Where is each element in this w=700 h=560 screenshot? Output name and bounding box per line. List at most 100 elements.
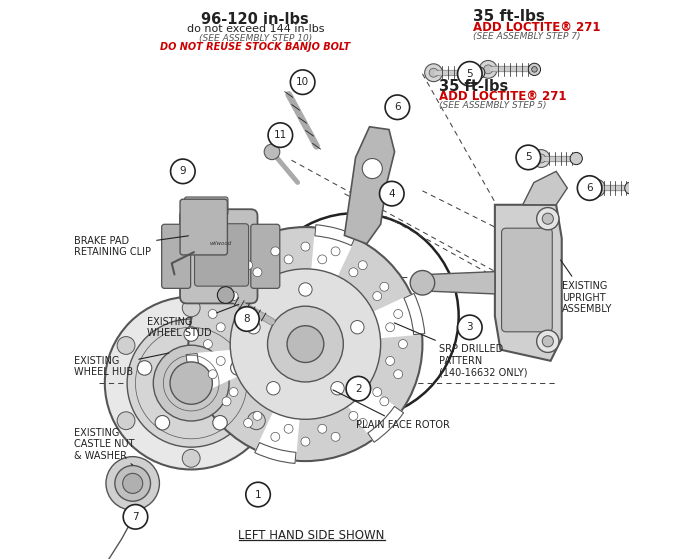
Circle shape (542, 336, 554, 347)
Circle shape (592, 184, 601, 193)
Circle shape (301, 242, 310, 251)
Circle shape (358, 261, 368, 270)
Text: 35 ft-lbs: 35 ft-lbs (473, 10, 545, 25)
Circle shape (363, 158, 382, 179)
Circle shape (398, 339, 407, 348)
Circle shape (123, 505, 148, 529)
Text: 5: 5 (466, 69, 473, 79)
Text: SRP DRILLED
PATTERN
(140-16632 ONLY): SRP DRILLED PATTERN (140-16632 ONLY) (394, 323, 528, 377)
Circle shape (346, 376, 370, 401)
Text: (SEE ASSEMBLY STEP 5): (SEE ASSEMBLY STEP 5) (439, 101, 547, 110)
Circle shape (171, 159, 195, 184)
Circle shape (267, 306, 343, 382)
Circle shape (318, 424, 327, 433)
Circle shape (246, 482, 270, 507)
Circle shape (351, 320, 364, 334)
Circle shape (218, 287, 234, 304)
Polygon shape (428, 272, 495, 294)
Circle shape (587, 179, 606, 197)
Circle shape (542, 213, 554, 224)
Wedge shape (207, 246, 305, 344)
Text: 11: 11 (274, 130, 287, 140)
Circle shape (532, 150, 550, 167)
Wedge shape (305, 225, 356, 344)
Circle shape (208, 310, 217, 319)
Circle shape (204, 339, 212, 348)
Circle shape (170, 362, 212, 404)
Circle shape (234, 307, 259, 332)
Circle shape (137, 361, 152, 375)
Text: 9: 9 (179, 166, 186, 176)
Circle shape (528, 63, 540, 76)
Polygon shape (495, 205, 561, 361)
Circle shape (213, 416, 228, 430)
Circle shape (229, 292, 238, 301)
Circle shape (570, 152, 582, 165)
Circle shape (331, 381, 344, 395)
Circle shape (244, 418, 253, 427)
Circle shape (318, 255, 327, 264)
Circle shape (476, 70, 482, 76)
Circle shape (380, 397, 389, 406)
Circle shape (122, 473, 143, 493)
Circle shape (247, 337, 265, 354)
Circle shape (473, 67, 485, 79)
Circle shape (624, 182, 637, 194)
Circle shape (267, 381, 280, 395)
Circle shape (578, 176, 602, 200)
Text: EXISTING
UPRIGHT
ASSEMBLY: EXISTING UPRIGHT ASSEMBLY (561, 260, 612, 314)
Text: 5: 5 (525, 152, 531, 162)
Circle shape (155, 416, 169, 430)
Text: 6: 6 (587, 183, 593, 193)
Text: BRAKE PAD
RETAINING CLIP: BRAKE PAD RETAINING CLIP (74, 236, 188, 258)
Circle shape (222, 282, 231, 291)
Circle shape (429, 68, 438, 77)
Circle shape (385, 95, 410, 119)
Text: DO NOT REUSE STOCK BANJO BOLT: DO NOT REUSE STOCK BANJO BOLT (160, 42, 350, 52)
Text: 96-120 in-lbs: 96-120 in-lbs (202, 12, 309, 27)
Circle shape (106, 456, 160, 510)
Circle shape (127, 319, 256, 447)
Text: ADD LOCTITE® 271: ADD LOCTITE® 271 (439, 90, 567, 102)
Polygon shape (523, 171, 567, 205)
Circle shape (271, 247, 280, 256)
Circle shape (358, 418, 368, 427)
Circle shape (386, 323, 395, 332)
Circle shape (537, 330, 559, 352)
Circle shape (117, 337, 135, 354)
Text: 6: 6 (394, 102, 400, 112)
Circle shape (115, 465, 150, 501)
Text: 1: 1 (255, 489, 261, 500)
Text: 2: 2 (355, 384, 362, 394)
Circle shape (244, 261, 253, 270)
Circle shape (349, 268, 358, 277)
Circle shape (331, 247, 340, 256)
Text: 3: 3 (466, 323, 473, 333)
Circle shape (373, 388, 382, 396)
Circle shape (484, 65, 493, 74)
Text: EXISTING
WHEEL HUB: EXISTING WHEEL HUB (74, 353, 169, 377)
Circle shape (386, 357, 395, 365)
Circle shape (331, 432, 340, 441)
Circle shape (290, 70, 315, 95)
Circle shape (253, 412, 262, 421)
Text: do not exceed 144 in-lbs: do not exceed 144 in-lbs (186, 24, 324, 34)
Circle shape (425, 64, 442, 82)
Circle shape (532, 67, 537, 72)
Circle shape (182, 449, 200, 467)
Text: LEFT HAND SIDE SHOWN: LEFT HAND SIDE SHOWN (238, 529, 384, 542)
FancyBboxPatch shape (180, 199, 228, 255)
Text: PLAIN FACE ROTOR: PLAIN FACE ROTOR (333, 390, 449, 430)
Circle shape (287, 326, 324, 362)
Wedge shape (186, 344, 305, 395)
Circle shape (216, 357, 225, 365)
Circle shape (247, 412, 265, 430)
Polygon shape (344, 127, 395, 244)
Circle shape (516, 145, 540, 170)
Circle shape (208, 370, 217, 379)
Text: wilwood: wilwood (209, 241, 231, 246)
Circle shape (117, 412, 135, 430)
Circle shape (458, 62, 482, 86)
Circle shape (380, 282, 389, 291)
Wedge shape (305, 293, 425, 344)
